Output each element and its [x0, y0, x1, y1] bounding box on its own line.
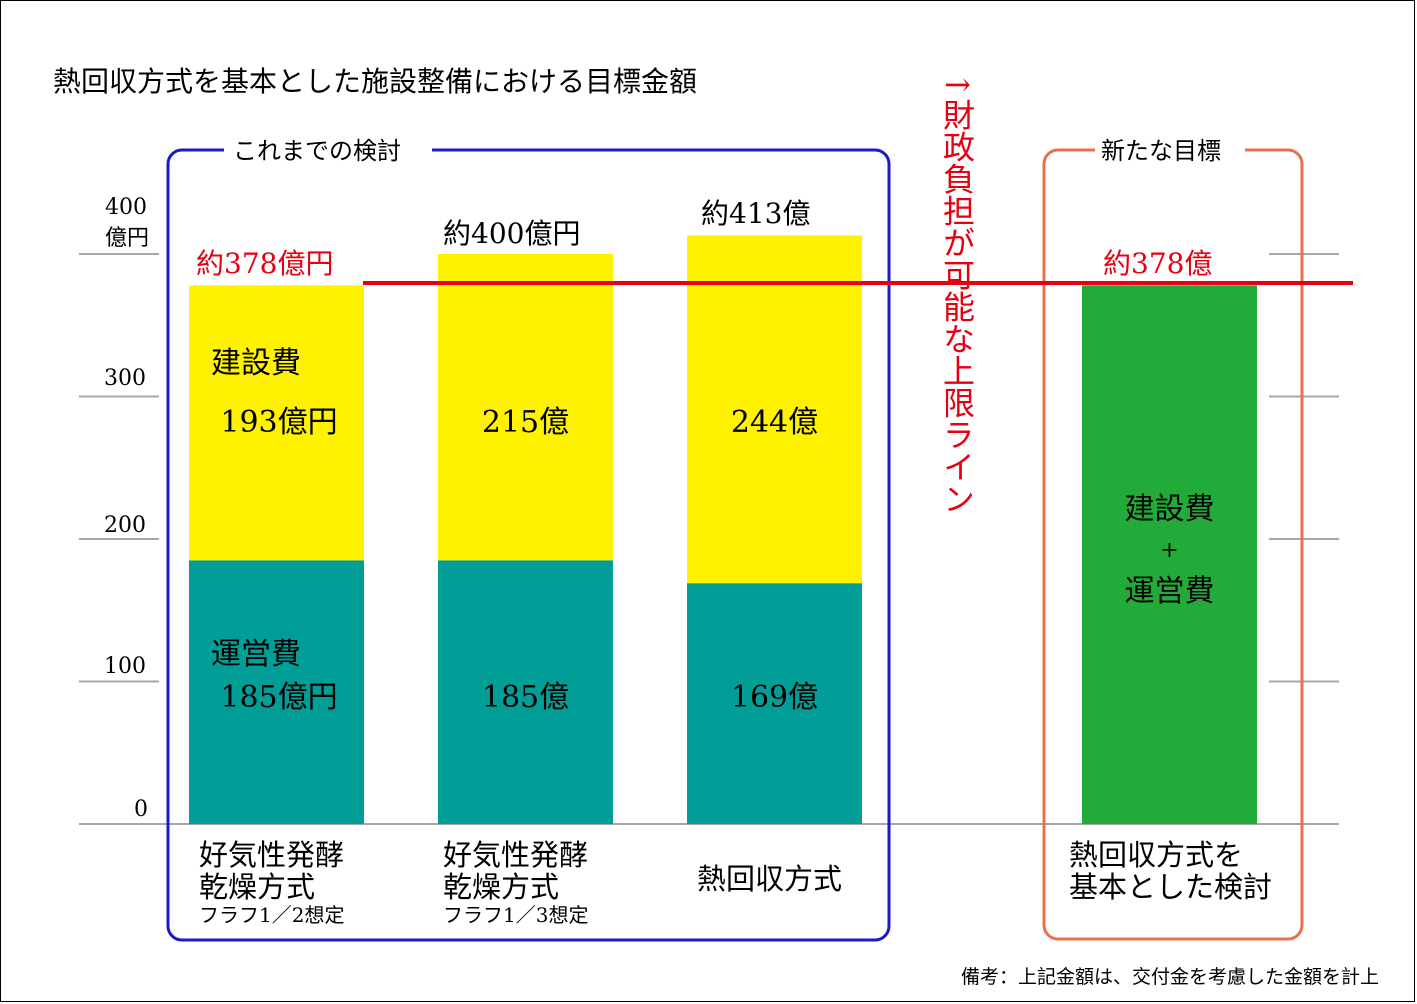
bar-total-label-2: 約400億円: [443, 217, 580, 250]
bar-1-series-1: [189, 560, 364, 824]
construction-value-label-1: 193億円: [220, 405, 337, 440]
bar-total-label-3: 約413億: [701, 197, 810, 230]
group-box-previous: [166, 148, 891, 942]
bar-3-series-2: [687, 235, 862, 584]
construction-value-label-3: 244億: [731, 405, 818, 440]
construction-value-label-2: 215億: [482, 405, 569, 440]
y-tick-label-0: 0: [134, 797, 148, 822]
bar-4-series-3: [1082, 285, 1257, 825]
combined-name-line1: 建設費: [1125, 492, 1215, 527]
operation-value-label-1: 185億円: [220, 680, 337, 715]
combined-plus: +: [1160, 538, 1178, 563]
bar-total-label-1: 約378億円: [196, 247, 333, 280]
group-title-bg-new: [1095, 135, 1245, 165]
y-tick-label-200: 200: [104, 513, 146, 538]
operation-value-label-3: 169億: [731, 680, 818, 715]
construction-name-label: 建設費: [211, 346, 301, 381]
y-unit-label: 億円: [105, 226, 149, 251]
y-tick-label-100: 100: [104, 654, 146, 679]
bar-2-series-2: [438, 254, 613, 561]
footnote: 備考：上記金額は、交付金を考慮した金額を計上: [961, 966, 1379, 988]
category-label-2-line3: フラフ1／3想定: [443, 903, 588, 927]
category-label-4-line2: 基本とした検討: [1069, 870, 1272, 904]
bar-2-series-1: [438, 560, 613, 824]
bars: [189, 235, 1257, 825]
category-label-1-line3: フラフ1／2想定: [199, 903, 344, 927]
combined-name-line2: 運営費: [1125, 574, 1215, 609]
group-title-previous: これまでの検討: [233, 137, 401, 165]
group-boxes: これまでの検討 新たな目標: [166, 135, 1304, 942]
category-label-3-line1: 熱回収方式: [697, 862, 842, 896]
group-title-new: 新たな目標: [1101, 137, 1221, 165]
bar-total-label-4: 約378億: [1103, 247, 1212, 280]
operation-value-label-2: 185億: [482, 680, 569, 715]
reference-line-layer: ↑財政負担が可能な上限ライン: [363, 72, 1353, 515]
category-label-2-line1: 好気性発酵: [443, 838, 588, 872]
y-tick-label-300: 300: [104, 366, 146, 391]
category-label-4-line1: 熱回収方式を: [1069, 838, 1243, 872]
group-title-bg-previous: [224, 135, 432, 165]
operation-name-label: 運営費: [211, 637, 301, 672]
category-label-2-line2: 乾燥方式: [443, 870, 559, 904]
y-tick-label-400: 400: [105, 195, 147, 220]
category-label-1-line2: 乾燥方式: [199, 870, 315, 904]
chart-title: 熱回収方式を基本とした施設整備における目標金額: [53, 65, 697, 98]
category-label-1-line1: 好気性発酵: [199, 838, 344, 872]
bar-1-series-2: [189, 285, 364, 561]
reference-line-label: ↑財政負担が可能な上限ライン: [938, 72, 976, 515]
bar-3-series-1: [687, 583, 862, 824]
axis-layer: 0 100 200 300 400 億円: [79, 195, 1339, 825]
